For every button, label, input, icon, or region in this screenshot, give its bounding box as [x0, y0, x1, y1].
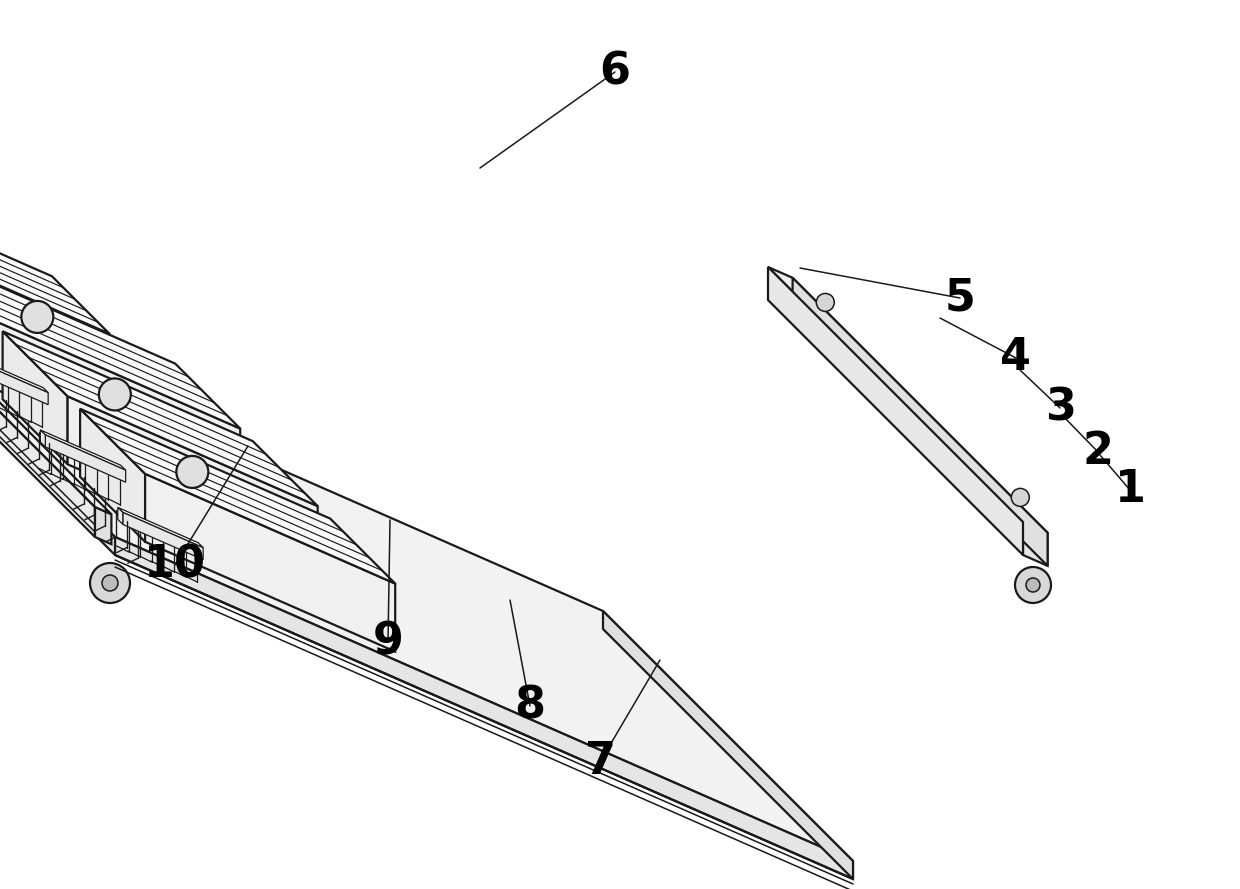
Polygon shape [0, 357, 48, 404]
Polygon shape [0, 287, 115, 555]
Circle shape [816, 293, 835, 311]
Polygon shape [95, 507, 112, 544]
Text: 1: 1 [1115, 469, 1146, 511]
Circle shape [21, 301, 53, 332]
Text: 8: 8 [515, 685, 546, 727]
Polygon shape [46, 435, 125, 482]
Text: 10: 10 [144, 543, 206, 587]
Polygon shape [0, 287, 853, 861]
Polygon shape [0, 267, 95, 537]
Polygon shape [0, 253, 241, 428]
Polygon shape [0, 189, 109, 333]
Polygon shape [81, 409, 145, 541]
Circle shape [91, 563, 130, 603]
Text: 5: 5 [945, 276, 976, 319]
Polygon shape [1023, 522, 1048, 565]
Polygon shape [768, 267, 1023, 555]
Circle shape [1016, 567, 1052, 603]
Polygon shape [115, 537, 853, 879]
Polygon shape [792, 277, 1048, 565]
Polygon shape [145, 474, 396, 652]
Polygon shape [0, 247, 109, 396]
Text: 6: 6 [599, 51, 630, 93]
Polygon shape [68, 396, 317, 574]
Polygon shape [123, 512, 203, 560]
Polygon shape [118, 508, 123, 525]
Circle shape [176, 456, 208, 488]
Text: 3: 3 [1044, 387, 1075, 429]
Polygon shape [41, 430, 125, 470]
Polygon shape [2, 332, 68, 464]
Polygon shape [0, 267, 112, 514]
Polygon shape [2, 332, 317, 506]
Polygon shape [768, 267, 1048, 533]
Text: 4: 4 [1001, 337, 1032, 380]
Polygon shape [0, 319, 241, 497]
Polygon shape [603, 611, 853, 879]
Circle shape [1025, 578, 1040, 592]
Text: 2: 2 [1083, 430, 1114, 474]
Circle shape [102, 575, 118, 591]
Polygon shape [81, 409, 396, 583]
Polygon shape [41, 430, 46, 447]
Polygon shape [0, 352, 48, 393]
Circle shape [99, 379, 131, 411]
Text: 7: 7 [584, 741, 615, 783]
Polygon shape [118, 508, 203, 548]
Text: 9: 9 [372, 621, 403, 663]
Circle shape [1012, 488, 1029, 507]
